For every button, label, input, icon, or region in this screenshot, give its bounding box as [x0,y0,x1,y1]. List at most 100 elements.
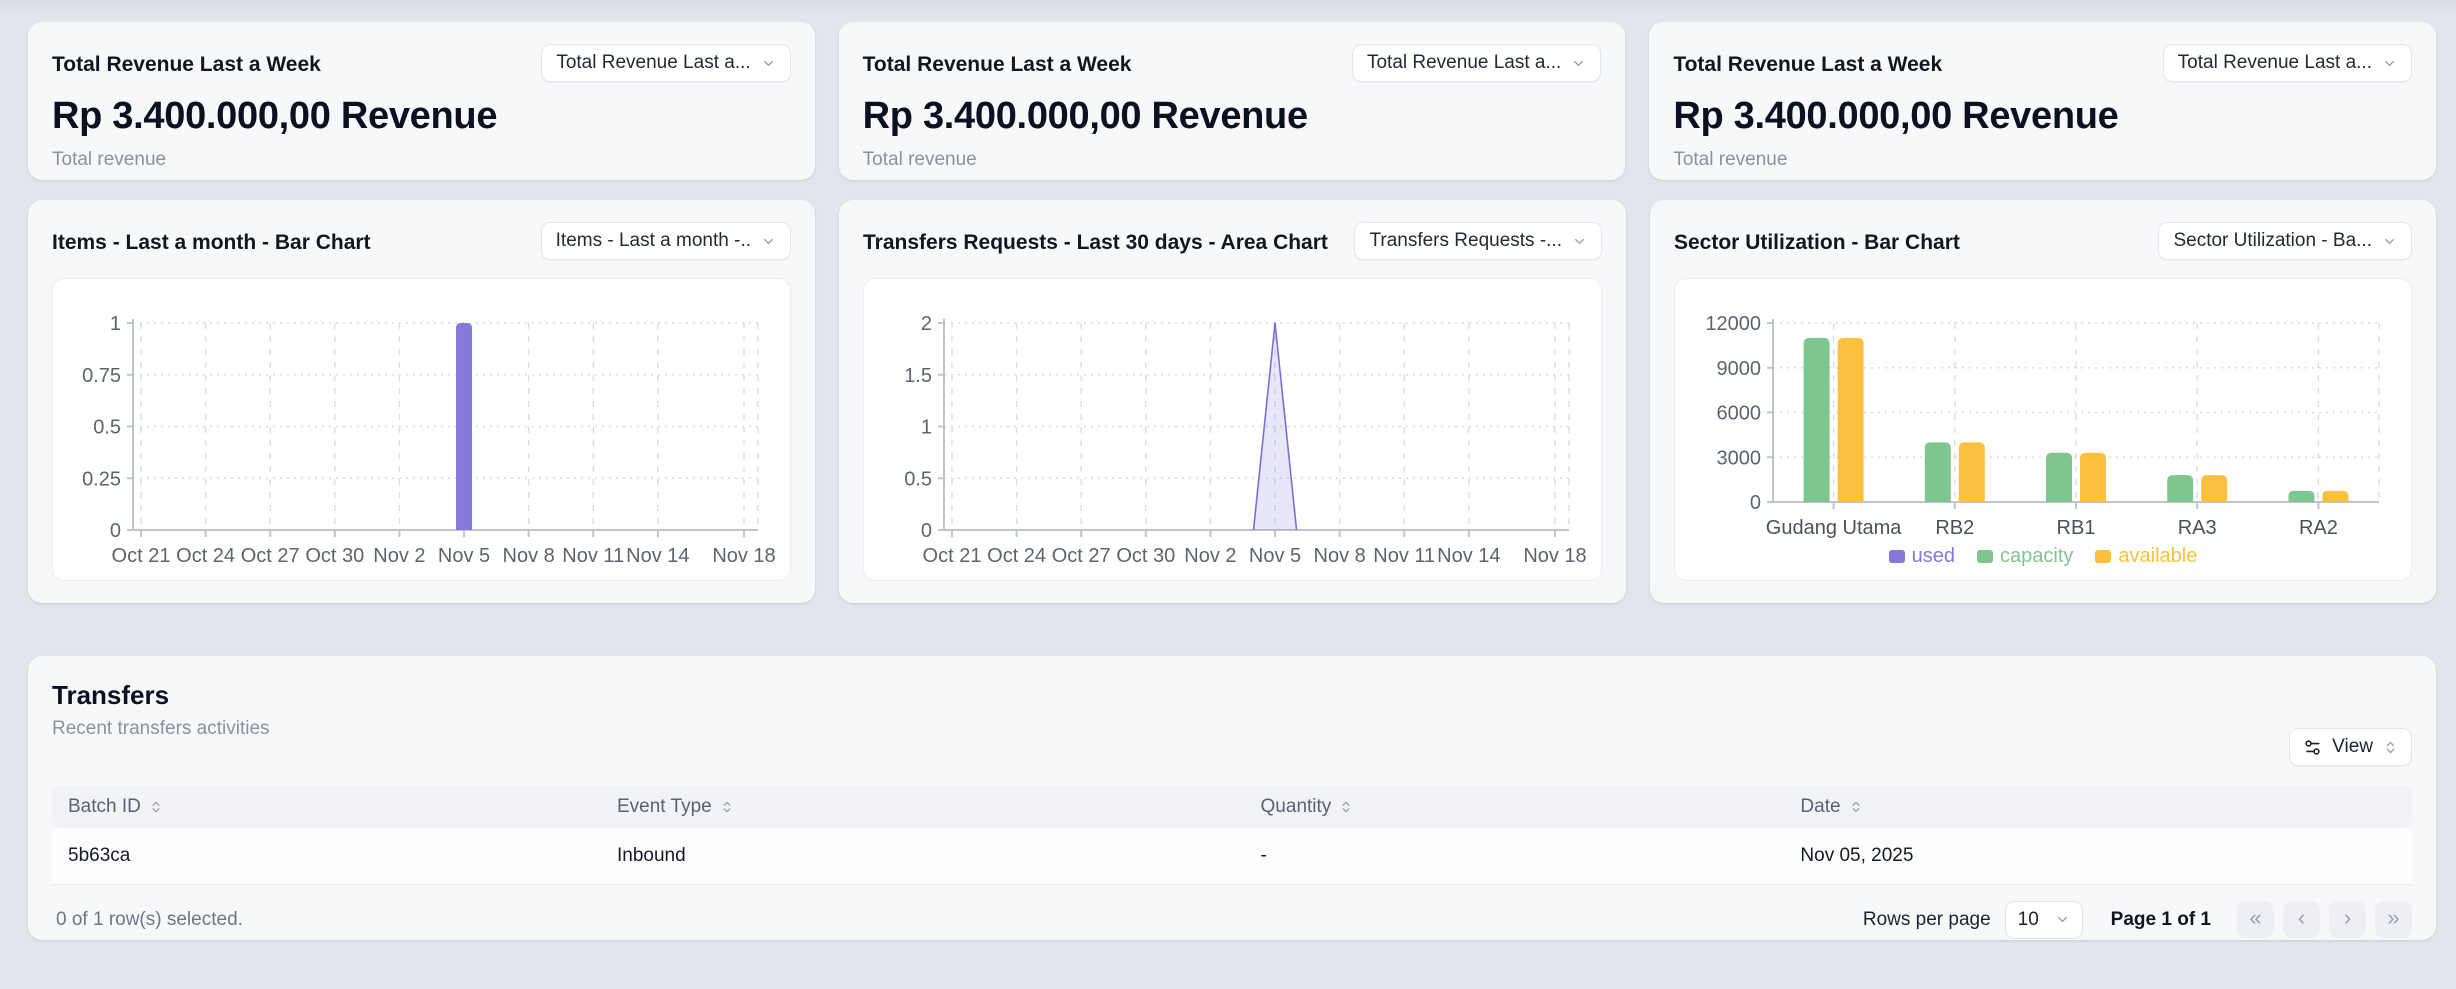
column-label: Date [1800,796,1840,818]
chevron-down-icon [2382,234,2397,249]
chart-card-dropdown[interactable]: Transfers Requests -... [1354,222,1602,260]
chart-panel-transfers: 00.511.52Oct 21Oct 24Oct 27Oct 30Nov 2No… [863,278,1602,581]
svg-text:Nov 5: Nov 5 [1249,545,1301,567]
legend-swatch [1977,550,1993,563]
table-cell: Nov 05, 2025 [1784,828,2412,884]
pagination-controls: Rows per page 10 Page 1 of 1 «‹›» [1863,901,2412,939]
svg-text:Nov 2: Nov 2 [373,545,425,567]
svg-text:2: 2 [921,313,932,335]
chart-svg-sector: 030006000900012000Gudang UtamaRB2RB1RA3R… [1675,279,2411,580]
legend-label: available [2118,545,2197,568]
legend-swatch [2095,550,2111,563]
chart-title: Sector Utilization - Bar Chart [1674,222,1960,255]
svg-text:RA3: RA3 [2178,517,2217,539]
card-header: Total Revenue Last a Week Total Revenue L… [52,44,791,82]
dropdown-label: Transfers Requests -... [1369,230,1562,252]
svg-text:Nov 8: Nov 8 [1314,545,1366,567]
chart-card-items: Items - Last a month - Bar ChartItems - … [28,200,815,603]
svg-text:RB2: RB2 [1935,517,1974,539]
legend-item-capacity: capacity [1977,545,2073,568]
column-header-event-type: Event Type [601,786,1245,828]
prev-page-button[interactable]: ‹ [2283,901,2320,938]
chart-card-dropdown[interactable]: Sector Utilization - Ba... [2158,222,2412,260]
chevron-down-icon [761,234,776,249]
column-sort-control[interactable]: Event Type [617,796,1229,818]
table-footer: 0 of 1 row(s) selected. Rows per page 10… [52,901,2412,939]
card-header: Sector Utilization - Bar Chart Sector Uti… [1674,222,2412,260]
svg-text:0.75: 0.75 [82,365,121,387]
chevrons-up-down-icon [2383,740,2398,755]
svg-text:0.25: 0.25 [82,468,121,490]
legend-label: capacity [2000,545,2073,568]
revenue-value: Rp 3.400.000,00 Revenue [52,95,791,138]
revenue-cards-row: Total Revenue Last a Week Total Revenue L… [28,22,2436,180]
revenue-value: Rp 3.400.000,00 Revenue [863,95,1602,138]
column-label: Batch ID [68,796,141,818]
column-sort-control[interactable]: Batch ID [68,796,585,818]
transfers-section: Transfers Recent transfers activities Vi… [28,656,2436,940]
revenue-value: Rp 3.400.000,00 Revenue [1673,95,2412,138]
svg-text:Nov 11: Nov 11 [562,545,624,567]
rows-per-page-value: 10 [2018,909,2039,931]
chevron-down-icon [1571,56,1586,71]
revenue-card-3: Total Revenue Last a Week Total Revenue L… [1649,22,2436,180]
column-sort-control[interactable]: Quantity [1261,796,1769,818]
sort-icon [149,800,163,814]
revenue-subtitle: Total revenue [1673,149,2412,171]
revenue-card-dropdown[interactable]: Total Revenue Last a... [541,44,790,82]
revenue-subtitle: Total revenue [52,149,791,171]
svg-text:Nov 5: Nov 5 [438,545,490,567]
sort-icon [1849,800,1863,814]
card-title: Total Revenue Last a Week [52,44,321,77]
svg-text:Oct 24: Oct 24 [987,545,1046,567]
svg-text:0: 0 [110,520,121,542]
sort-icon [1339,800,1353,814]
column-sort-control[interactable]: Date [1800,796,2396,818]
revenue-card-dropdown[interactable]: Total Revenue Last a... [2163,44,2412,82]
column-header-date: Date [1784,786,2412,828]
svg-text:RB1: RB1 [2057,517,2096,539]
table-row[interactable]: 5b63caInbound-Nov 05, 2025 [52,828,2412,884]
chart-card-transfers: Transfers Requests - Last 30 days - Area… [839,200,1626,603]
page-info: Page 1 of 1 [2111,909,2211,931]
table-header-row: Batch ID Event Type Quantity Date [52,786,2412,828]
column-header-batch-id: Batch ID [52,786,601,828]
svg-text:Nov 18: Nov 18 [1523,545,1586,567]
last-page-button[interactable]: » [2375,901,2412,938]
card-title: Total Revenue Last a Week [1673,44,1942,77]
chevron-down-icon [761,56,776,71]
legend-item-used: used [1889,545,1955,568]
legend-item-available: available [2095,545,2197,568]
table-toolbar: View [52,728,2412,766]
svg-text:Oct 27: Oct 27 [241,545,300,567]
chart-card-dropdown[interactable]: Items - Last a month -.. [541,222,791,260]
chart-legend: used capacity available [1675,545,2411,568]
column-label: Quantity [1261,796,1332,818]
chart-card-sector: Sector Utilization - Bar Chart Sector Uti… [1650,200,2436,603]
column-label: Event Type [617,796,712,818]
next-page-button[interactable]: › [2329,901,2366,938]
svg-text:1: 1 [110,313,121,335]
chevron-down-icon [2055,912,2070,927]
card-header: Total Revenue Last a Week Total Revenue L… [1673,44,2412,82]
legend-label: used [1912,545,1955,568]
sort-icon [720,800,734,814]
svg-text:Nov 18: Nov 18 [712,545,775,567]
first-page-button[interactable]: « [2237,901,2274,938]
transfers-title: Transfers [52,680,2412,711]
dropdown-label: Total Revenue Last a... [556,52,750,74]
table-cell: 5b63ca [52,828,601,884]
chevron-down-icon [1572,234,1587,249]
revenue-card-dropdown[interactable]: Total Revenue Last a... [1352,44,1601,82]
transfers-table: Batch ID Event Type Quantity Date 5b63caInb… [52,786,2412,885]
rows-per-page-select[interactable]: 10 [2005,901,2083,939]
revenue-card-1: Total Revenue Last a Week Total Revenue L… [28,22,815,180]
svg-text:Oct 27: Oct 27 [1052,545,1111,567]
svg-text:Nov 14: Nov 14 [626,545,689,567]
view-button[interactable]: View [2289,728,2412,766]
table-cell: - [1245,828,1785,884]
svg-text:Oct 30: Oct 30 [305,545,364,567]
card-title: Total Revenue Last a Week [863,44,1132,77]
chart-svg-transfers: 00.511.52Oct 21Oct 24Oct 27Oct 30Nov 2No… [864,279,1601,580]
svg-text:1.5: 1.5 [904,365,932,387]
